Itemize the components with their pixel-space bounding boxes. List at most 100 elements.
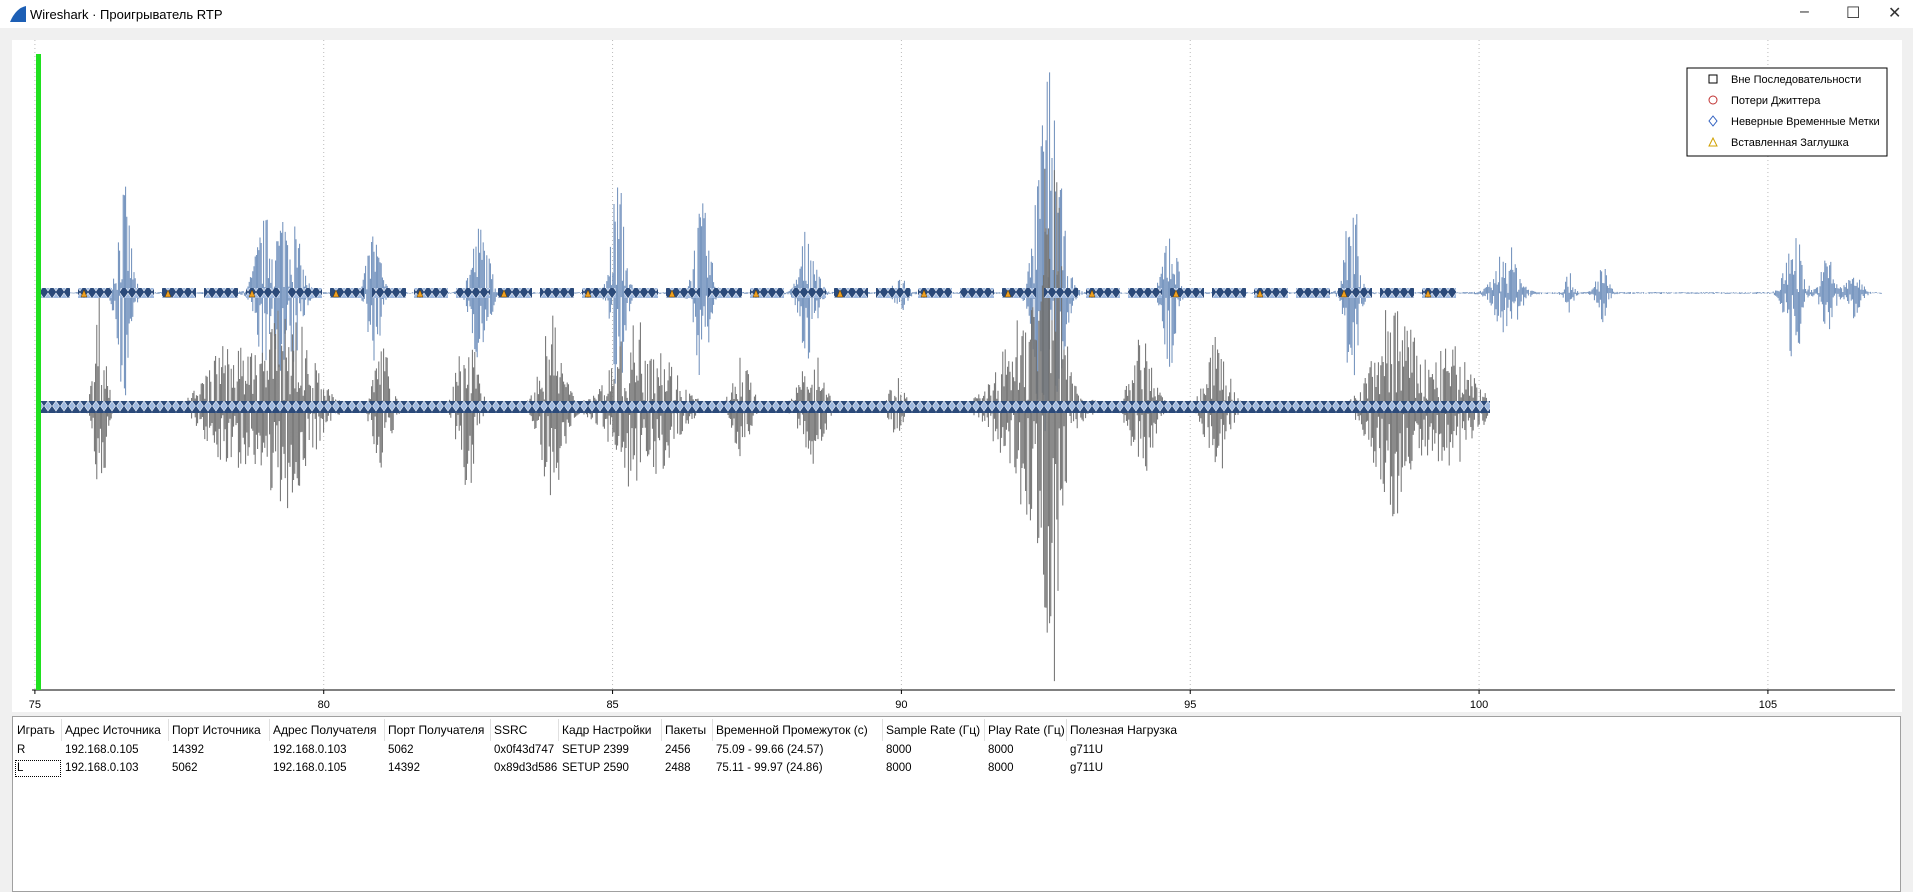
marker-group [1128, 288, 1162, 298]
table-cell: 8000 [886, 762, 912, 774]
marker-group [162, 288, 196, 298]
column-header: Временной Промежуток (с) [716, 723, 868, 737]
waveform [37, 168, 1489, 682]
column-header: Адрес Источника [65, 723, 161, 737]
marker-group [1002, 288, 1036, 298]
table-cell: 5062 [172, 762, 198, 774]
app-icon [10, 6, 26, 22]
marker-group [834, 288, 868, 298]
column-header: Порт Получателя [388, 723, 485, 737]
table-cell: g711U [1070, 762, 1104, 774]
column-header: SSRC [494, 723, 528, 737]
marker-group [1170, 288, 1204, 298]
marker-group [456, 288, 490, 298]
table-cell: 14392 [388, 762, 420, 774]
column-header: Адрес Получателя [273, 723, 377, 737]
marker-group [1254, 288, 1288, 298]
table-cell: 2456 [665, 744, 691, 756]
table-cell: 5062 [388, 744, 414, 756]
marker-group [330, 288, 364, 298]
marker-stub [332, 289, 340, 298]
marker-group [288, 288, 322, 298]
marker-group [36, 288, 70, 298]
marker-group [1044, 288, 1078, 298]
waveform-plot[interactable]: 75 80 85 90 95 100 105 Вне Последовательности … [12, 40, 1902, 712]
table-cell: L [17, 762, 24, 774]
title-bar: Wireshark · Проигрыватель RTP – ☐ ✕ [0, 0, 1913, 28]
marker-group [1380, 288, 1414, 298]
marker-stub [248, 289, 256, 298]
marker-stub [1340, 289, 1348, 298]
table-cell: 0x89d3d586 [494, 762, 558, 774]
table-cell: SETUP 2590 [562, 762, 629, 774]
marker-stub [1004, 289, 1012, 298]
x-tick-label: 100 [1470, 699, 1488, 711]
header-separator [1066, 719, 1067, 741]
marker-stub [416, 289, 424, 298]
table-cell: 14392 [172, 744, 204, 756]
legend-label: Вставленная Заглушка [1731, 137, 1850, 149]
header-separator [558, 719, 559, 741]
marker-stub [80, 289, 88, 298]
marker-group [540, 288, 574, 298]
table-cell: 75.09 - 99.66 (24.57) [716, 744, 824, 756]
legend-icon [1708, 136, 1718, 147]
legend-label: Вне Последовательности [1731, 74, 1861, 86]
marker-group [1296, 288, 1330, 298]
marker-group [372, 288, 406, 298]
x-tick-label: 90 [895, 699, 907, 711]
table-cell: 192.168.0.103 [65, 762, 139, 774]
marker-group [792, 288, 826, 298]
window-title: Wireshark · Проигрыватель RTP [30, 7, 223, 22]
column-header: Порт Источника [172, 723, 261, 737]
marker-stub [584, 289, 592, 298]
column-header: Полезная Нагрузка [1070, 723, 1178, 737]
marker-group [582, 288, 616, 298]
x-tick-label: 85 [606, 699, 618, 711]
x-tick-label: 95 [1184, 699, 1196, 711]
marker-group [876, 288, 910, 298]
waveform [37, 72, 1882, 487]
marker-group [918, 288, 952, 298]
marker-group [246, 288, 280, 298]
column-header: Пакеты [665, 723, 707, 737]
marker-group [414, 288, 448, 298]
marker-band [36, 401, 1490, 413]
header-separator [61, 719, 62, 741]
close[interactable]: ✕ [1888, 5, 1902, 22]
marker-group [960, 288, 994, 298]
minimize[interactable]: – [1800, 3, 1809, 20]
marker-group [624, 288, 658, 298]
marker-stub [500, 289, 508, 298]
marker-stub [1088, 289, 1096, 298]
legend-label: Неверные Временные Метки [1731, 116, 1880, 128]
header-separator [490, 719, 491, 741]
column-header: Sample Rate (Гц) [886, 723, 981, 737]
table-cell: SETUP 2399 [562, 744, 629, 756]
marker-group [1338, 288, 1372, 298]
marker-group [120, 288, 154, 298]
table-cell: 192.168.0.105 [273, 762, 347, 774]
header-separator [661, 719, 662, 741]
header-separator [384, 719, 385, 741]
maximize[interactable]: ☐ [1846, 5, 1861, 22]
table-cell: 192.168.0.105 [65, 744, 139, 756]
legend-icon [1708, 74, 1718, 84]
marker-stub [836, 289, 844, 298]
column-header: Кадр Настройки [562, 723, 652, 737]
table-cell: 0x0f43d747 [494, 744, 555, 756]
header-separator [712, 719, 713, 741]
plot-area: 75 80 85 90 95 100 105 Вне Последовательности … [12, 40, 1902, 712]
legend-box [1686, 67, 1888, 157]
marker-stub [920, 289, 928, 298]
table-cell: 75.11 - 99.97 (24.86) [716, 762, 823, 774]
column-header: Играть [17, 723, 55, 737]
marker-stub [752, 289, 760, 298]
marker-group [498, 288, 532, 298]
marker-stub [1172, 289, 1180, 298]
x-tick-label: 105 [1759, 699, 1777, 711]
table-cell: 2488 [665, 762, 691, 774]
table-cell: 192.168.0.103 [273, 744, 347, 756]
marker-group [78, 288, 112, 298]
